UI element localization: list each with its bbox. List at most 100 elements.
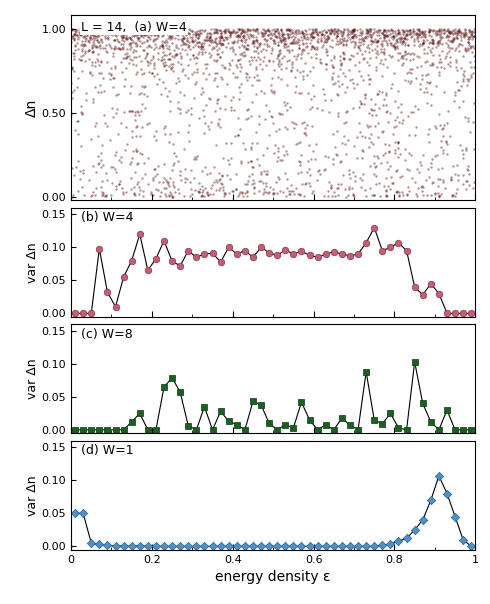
Point <box>410 36 418 46</box>
Point <box>132 69 140 79</box>
Point <box>117 25 125 35</box>
Point <box>255 186 263 196</box>
Point <box>218 31 225 40</box>
Point <box>161 130 169 140</box>
Point <box>356 173 364 183</box>
Point <box>230 36 238 45</box>
Point <box>165 31 172 41</box>
Point <box>122 53 130 62</box>
Point <box>427 279 435 289</box>
Point <box>252 36 260 45</box>
Point <box>411 525 418 535</box>
Point <box>294 51 301 61</box>
Point <box>423 98 431 108</box>
Point <box>281 420 289 429</box>
Point <box>330 425 338 435</box>
Point <box>67 37 75 47</box>
Point <box>298 179 306 189</box>
Point <box>410 34 418 44</box>
Point <box>243 75 250 85</box>
Point <box>156 41 164 51</box>
Point <box>454 40 462 50</box>
Point <box>220 26 228 36</box>
Point <box>425 78 433 88</box>
Point <box>332 27 340 36</box>
Point <box>377 158 385 168</box>
Point <box>415 30 423 39</box>
Point <box>235 82 243 92</box>
Point <box>126 88 134 98</box>
Point <box>159 30 167 40</box>
Point <box>132 60 140 69</box>
Point <box>89 161 97 171</box>
Point <box>108 24 116 34</box>
Point <box>347 74 355 84</box>
Point <box>385 30 392 40</box>
Point <box>302 34 310 44</box>
Point <box>379 100 387 109</box>
Point <box>361 90 369 100</box>
Point <box>229 25 237 34</box>
Point <box>136 408 144 418</box>
Point <box>365 47 373 57</box>
Point <box>187 103 195 112</box>
Point <box>119 33 127 42</box>
Point <box>459 425 467 435</box>
Point <box>155 28 163 38</box>
Point <box>455 28 463 37</box>
Point <box>346 50 354 60</box>
Point <box>152 126 160 136</box>
Point <box>357 37 365 47</box>
Point <box>398 37 406 47</box>
Point <box>424 164 432 174</box>
Point <box>468 34 476 43</box>
Point <box>462 176 470 186</box>
Point <box>402 31 410 41</box>
Point <box>302 27 310 36</box>
Point <box>372 62 380 72</box>
Point <box>323 36 331 46</box>
Point <box>327 95 335 104</box>
Point <box>333 149 341 159</box>
Point <box>301 123 309 133</box>
Point <box>103 540 111 550</box>
Point <box>308 42 316 51</box>
Point <box>382 31 390 41</box>
Point <box>234 55 242 65</box>
Point <box>194 49 202 59</box>
Point <box>225 243 233 252</box>
Point <box>393 187 401 197</box>
Point <box>439 25 447 35</box>
Point <box>300 31 308 40</box>
Point <box>353 153 361 163</box>
Point <box>147 188 155 198</box>
Point <box>119 42 127 52</box>
Point <box>372 26 380 36</box>
Point <box>69 24 76 33</box>
Point <box>350 31 358 40</box>
Point <box>330 25 338 34</box>
Point <box>180 91 188 100</box>
Point <box>349 190 357 200</box>
Point <box>381 30 389 40</box>
Point <box>283 174 291 184</box>
Point <box>133 29 141 39</box>
Point <box>418 187 426 196</box>
Point <box>416 25 423 34</box>
Point <box>391 43 399 53</box>
Point <box>182 108 190 117</box>
Point <box>260 52 268 62</box>
Point <box>385 27 392 36</box>
Point <box>420 87 428 97</box>
Point <box>112 90 120 100</box>
Point <box>462 47 470 56</box>
Point <box>302 130 310 140</box>
Point <box>165 44 173 54</box>
Point <box>138 69 146 79</box>
Point <box>134 121 142 131</box>
Point <box>117 118 125 128</box>
Point <box>190 68 197 77</box>
Point <box>249 36 257 46</box>
Point <box>439 148 447 158</box>
Point <box>183 36 191 46</box>
